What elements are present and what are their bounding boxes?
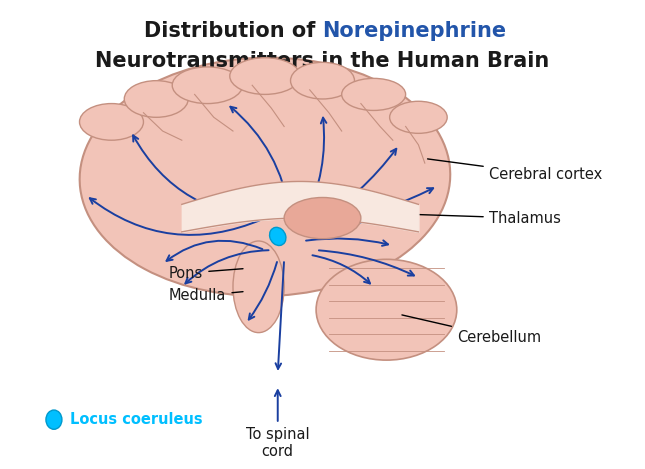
- Text: Locus coeruleus: Locus coeruleus: [70, 412, 203, 427]
- Ellipse shape: [230, 58, 300, 94]
- Ellipse shape: [46, 410, 62, 429]
- Text: Cerebellum: Cerebellum: [402, 315, 541, 345]
- Text: Thalamus: Thalamus: [389, 211, 561, 226]
- Text: Norepinephrine: Norepinephrine: [322, 21, 506, 41]
- Text: Cerebral cortex: Cerebral cortex: [428, 159, 602, 182]
- Ellipse shape: [124, 81, 188, 117]
- Ellipse shape: [342, 78, 406, 110]
- Text: To spinal
cord: To spinal cord: [246, 390, 310, 459]
- Ellipse shape: [79, 58, 450, 296]
- Text: Neurotransmitters in the Human Brain: Neurotransmitters in the Human Brain: [95, 51, 550, 71]
- Text: Distribution of: Distribution of: [144, 21, 322, 41]
- Ellipse shape: [390, 101, 447, 133]
- Ellipse shape: [172, 67, 243, 104]
- Ellipse shape: [270, 227, 286, 245]
- Text: Pons: Pons: [169, 265, 243, 280]
- Ellipse shape: [284, 197, 361, 239]
- Ellipse shape: [79, 104, 143, 140]
- Text: Medulla: Medulla: [169, 288, 243, 303]
- Ellipse shape: [233, 241, 284, 333]
- Ellipse shape: [290, 62, 355, 99]
- Ellipse shape: [316, 259, 457, 360]
